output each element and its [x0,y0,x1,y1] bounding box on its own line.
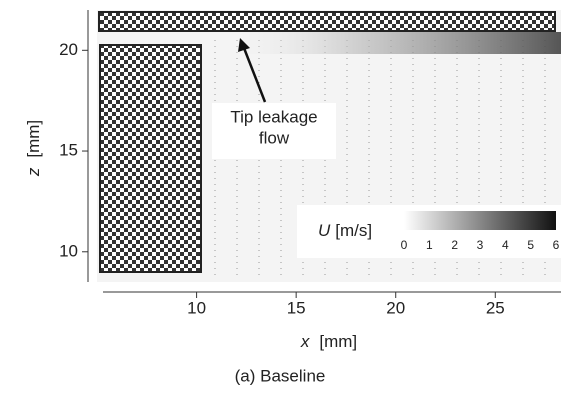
annotation-line: Tip leakage [230,107,317,126]
colorbar-tick-label: 4 [502,238,509,252]
z-symbol: z [24,167,43,177]
y-tick-label: 10 [59,241,78,260]
colorbar-tick-label: 5 [527,238,534,252]
y-axis-label: z [mm] [24,120,43,177]
y-tick-label: 20 [59,40,78,59]
blade-block [100,45,201,272]
caption: (a) Baseline [235,366,326,385]
colorbar-label: U[m/s] [318,221,372,240]
x-axis-label: x [mm] [300,332,357,351]
casing-block [99,12,555,31]
colorbar-tick-label: 2 [451,238,458,252]
u-symbol: U [318,221,331,240]
u-unit: [m/s] [335,221,372,240]
colorbar [404,211,556,230]
x-tick-label: 10 [187,298,206,317]
x-tick-label: 25 [486,298,505,317]
x-symbol: x [300,332,310,351]
annotation-line: flow [259,128,290,147]
x-tick-label: 20 [386,298,405,317]
y-tick-label: 15 [59,141,78,160]
x-unit: [mm] [319,332,357,351]
colorbar-tick-label: 3 [477,238,484,252]
z-unit: [mm] [24,120,43,158]
colorbar-tick-label: 6 [553,238,560,252]
x-tick-label: 15 [287,298,306,317]
leakage-flow-region [210,32,561,54]
figure: x [mm] z [mm] U[m/s] Tip leakage flow (a) … [0,0,561,396]
colorbar-tick-label: 0 [401,238,408,252]
colorbar-tick-label: 1 [426,238,433,252]
